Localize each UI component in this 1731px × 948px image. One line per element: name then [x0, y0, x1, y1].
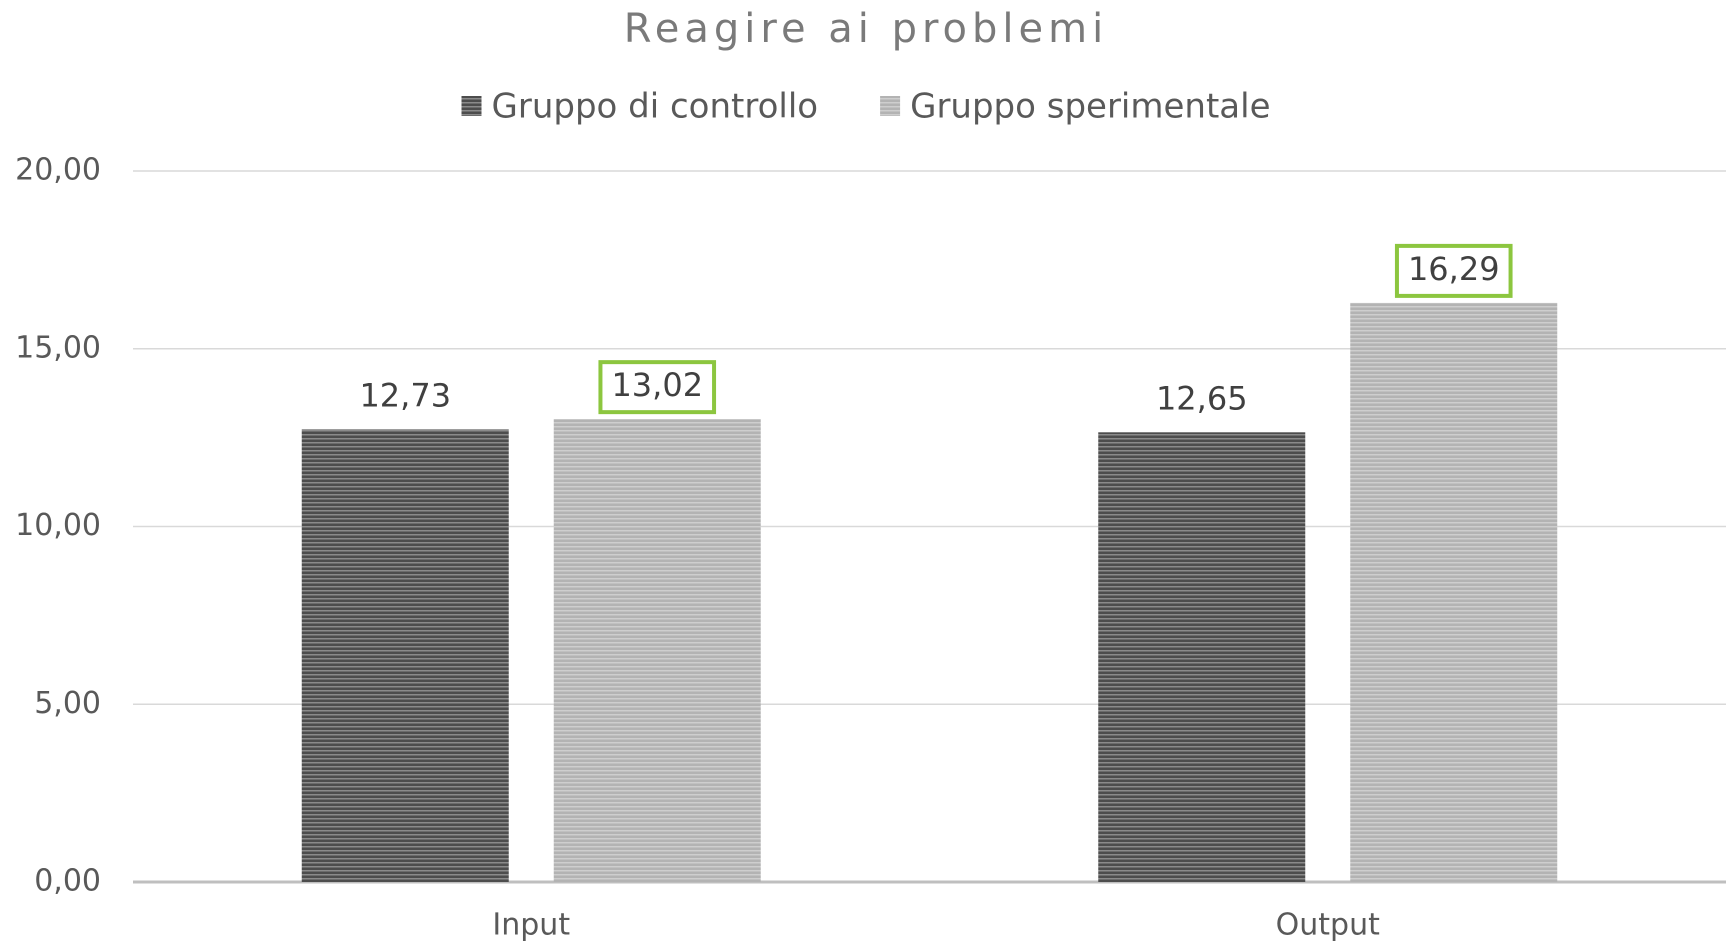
label-box: [598, 360, 717, 415]
y-tick-label: 0,00: [34, 864, 101, 899]
y-tick-label: 20,00: [15, 153, 101, 188]
x-tick-label: Output: [1276, 908, 1380, 943]
data-label: 16,29: [1408, 250, 1500, 288]
data-label: 13,02: [611, 366, 703, 404]
data-label: 12,65: [1156, 379, 1248, 417]
chart-title: Reagire ai problemi: [624, 6, 1108, 52]
bar: [1350, 302, 1558, 882]
legend-label: Gruppo di controllo: [492, 87, 819, 127]
legend: Gruppo di controllo Gruppo sperimentale: [461, 87, 1271, 127]
x-tick-label: Input: [492, 908, 570, 943]
data-label: 12,73: [359, 376, 451, 414]
legend-swatch: [880, 96, 901, 116]
label-box: [1394, 243, 1513, 298]
y-tick-label: 15,00: [15, 330, 101, 365]
y-tick-label: 5,00: [34, 686, 101, 721]
bar: [301, 429, 509, 882]
bar: [553, 419, 761, 882]
bar: [1098, 432, 1306, 882]
legend-swatch: [461, 96, 482, 116]
legend-label: Gruppo sperimentale: [910, 87, 1270, 127]
y-tick-label: 10,00: [15, 508, 101, 543]
